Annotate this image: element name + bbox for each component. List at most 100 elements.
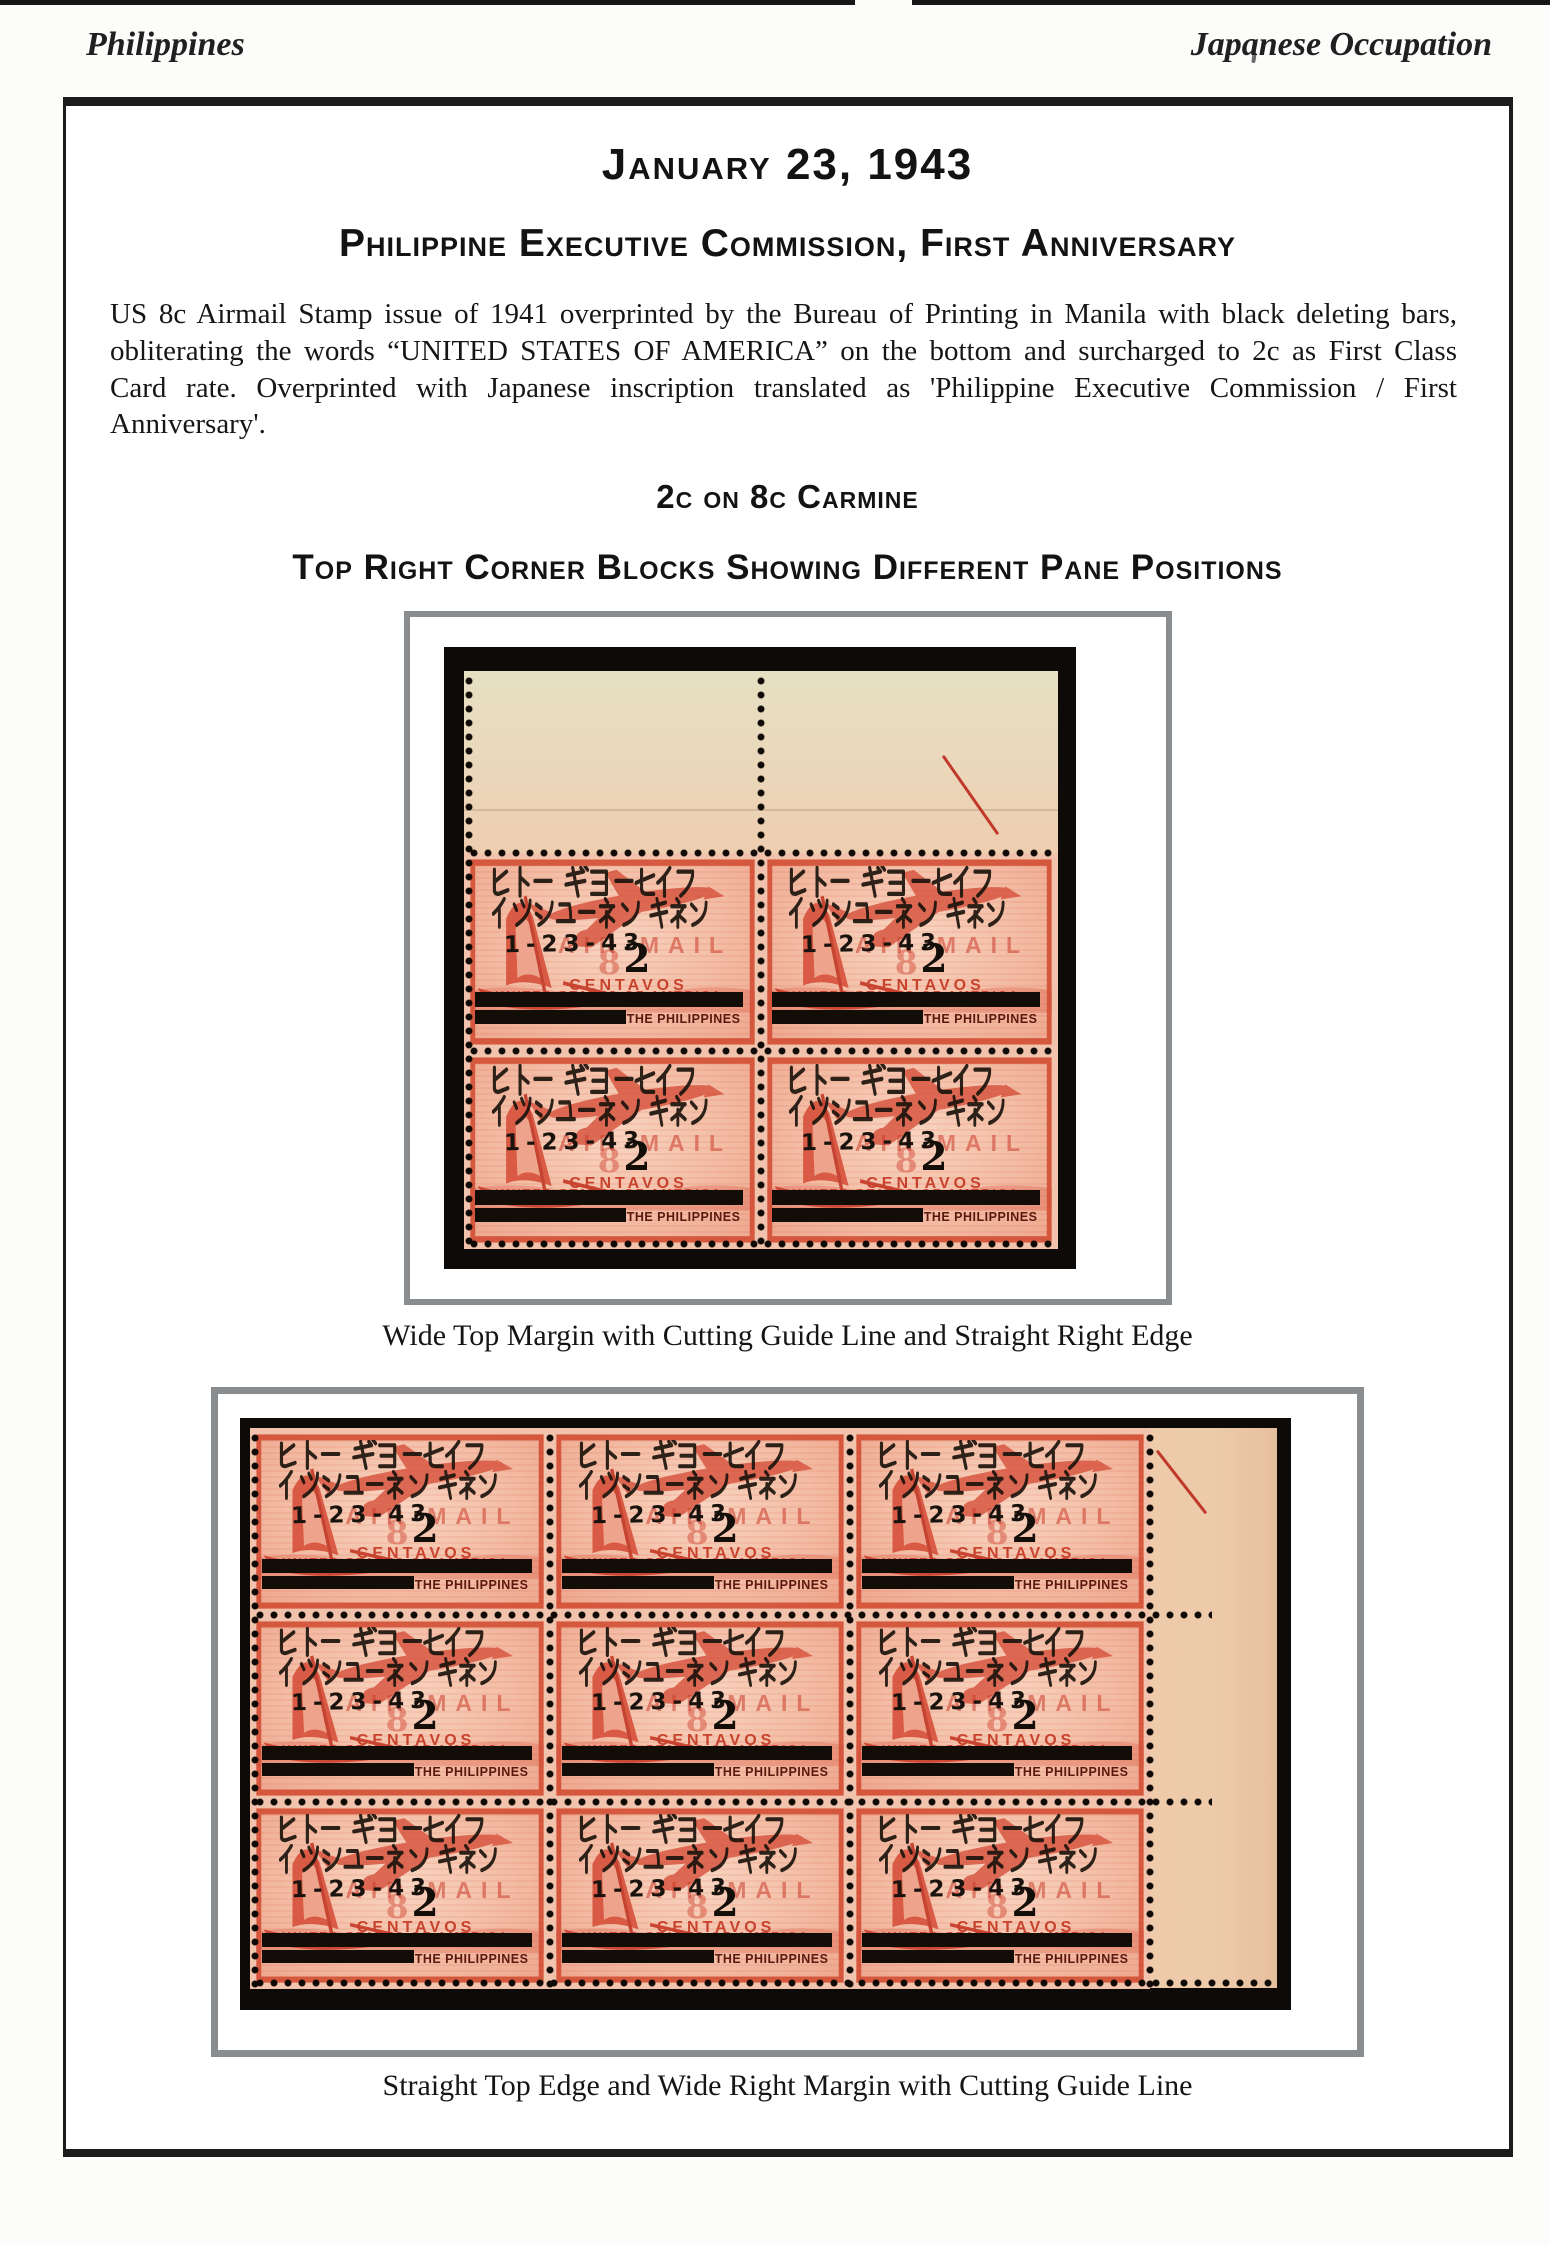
surcharge-numeral: 2: [411, 1693, 439, 1740]
original-denomination: 8: [894, 943, 918, 982]
black-deleting-bar-top: [475, 992, 744, 1008]
original-denomination: 8: [597, 943, 621, 982]
japanese-overprint-line1: [876, 1627, 1083, 1659]
page-title: January 23, 1943: [601, 140, 974, 189]
figure-block-of-four: AIR MAIL 1-23-43 8 2 CENTAVOS UNITED STA…: [403, 611, 1172, 1306]
page-header: Philippines Japanese Occupation: [86, 26, 1492, 64]
original-denomination: 8: [985, 1700, 1009, 1740]
black-deleting-bar-bottom: [772, 1009, 924, 1024]
stamp-design: AIR MAIL 1-23-43 8 2 CENTAVOS UNITED STA…: [469, 1057, 755, 1244]
airmail-label: AIR MAIL: [345, 1876, 520, 1903]
japanese-overprint-line2: [789, 897, 1006, 930]
japanese-overprint-line2: [492, 897, 709, 930]
stamp: AIR MAIL 1-23-43 8 2 CENTAVOS UNITED STA…: [550, 1615, 850, 1803]
airmail-label: AIR MAIL: [945, 1689, 1120, 1716]
figure-block-of-nine: AIR MAIL 1-23-43 8 2 CENTAVOS UNITED STA…: [211, 1387, 1364, 2058]
page-subtitle: Philippine Executive Commission, First A…: [339, 222, 1236, 265]
airmail-label: AIR MAIL: [945, 1876, 1120, 1903]
original-denomination: 8: [685, 1513, 709, 1553]
black-deleting-bar-top: [561, 1933, 833, 1948]
surcharge-numeral: 2: [411, 1506, 439, 1553]
centavos-label: CENTAVOS: [656, 1732, 776, 1750]
centavos-label: CENTAVOS: [356, 1732, 476, 1750]
exhibit-frame-box: January 23, 1943 Philippine Executive Co…: [63, 97, 1513, 2157]
stamp-design: AIR MAIL 1-23-43 8 2 CENTAVOS UNITED STA…: [556, 1434, 844, 1610]
japanese-overprint-line2: [279, 1657, 498, 1689]
figure2-caption: Straight Top Edge and Wide Right Margin …: [382, 2069, 1193, 2103]
stamp: AIR MAIL 1-23-43 8 2 CENTAVOS UNITED STA…: [250, 1802, 550, 1990]
original-denomination: 8: [985, 1887, 1009, 1927]
japanese-overprint-line1: [276, 1814, 483, 1846]
stamp-design: AIR MAIL 1-23-43 8 2 CENTAVOS UNITED STA…: [766, 1057, 1052, 1244]
stamp-grid-2x2: AIR MAIL 1-23-43 8 2 CENTAVOS UNITED STA…: [463, 853, 1058, 1250]
japanese-overprint-line1: [876, 1814, 1083, 1846]
black-mount-pane: AIR MAIL 1-23-43 8 2 CENTAVOS UNITED STA…: [240, 1418, 1291, 2011]
japanese-overprint-line1: [576, 1814, 783, 1846]
surcharge-numeral: 2: [1011, 1506, 1039, 1553]
stamp-design: AIR MAIL 1-23-43 8 2 CENTAVOS UNITED STA…: [256, 1808, 544, 1984]
black-deleting-bar-top: [861, 1559, 1133, 1574]
stamp: AIR MAIL 1-23-43 8 2 CENTAVOS UNITED STA…: [250, 1615, 550, 1803]
black-deleting-bar-top: [475, 1190, 744, 1206]
japanese-overprint-line2: [789, 1095, 1006, 1128]
stamp-design: AIR MAIL 1-23-43 8 2 CENTAVOS UNITED STA…: [856, 1434, 1144, 1610]
original-denomination: 8: [597, 1141, 621, 1180]
japanese-overprint-line2: [279, 1470, 498, 1502]
black-deleting-bar-bottom: [861, 1950, 1015, 1964]
black-deleting-bar-bottom: [561, 1576, 715, 1590]
black-deleting-bar-bottom: [861, 1763, 1015, 1777]
original-denomination: 8: [985, 1513, 1009, 1553]
original-denomination: 8: [385, 1887, 409, 1927]
surcharge-numeral: 2: [623, 1133, 651, 1180]
stamp: AIR MAIL 1-23-43 8 2 CENTAVOS UNITED STA…: [760, 1051, 1058, 1250]
scan-edge-artifact: [0, 0, 855, 5]
original-denomination: 8: [894, 1141, 918, 1180]
japanese-overprint-line2: [279, 1844, 498, 1876]
centavos-label: CENTAVOS: [956, 1919, 1076, 1937]
stamp: AIR MAIL 1-23-43 8 2 CENTAVOS UNITED STA…: [550, 1802, 850, 1990]
stamp-sheet-corner-block: AIR MAIL 1-23-43 8 2 CENTAVOS UNITED STA…: [463, 671, 1058, 1250]
centavos-label: CENTAVOS: [356, 1545, 476, 1563]
japanese-overprint-line2: [879, 1470, 1098, 1502]
black-deleting-bar-bottom: [261, 1950, 415, 1964]
surcharge-numeral: 2: [711, 1693, 739, 1740]
japanese-overprint-line2: [579, 1657, 798, 1689]
japanese-overprint-line1: [876, 1440, 1083, 1472]
stamp: AIR MAIL 1-23-43 8 2 CENTAVOS UNITED STA…: [463, 1051, 761, 1250]
black-deleting-bar-top: [261, 1559, 533, 1574]
surcharge-numeral: 2: [920, 935, 948, 982]
black-deleting-bar-top: [772, 992, 1041, 1008]
japanese-overprint-line2: [492, 1095, 709, 1128]
original-denomination: 8: [385, 1513, 409, 1553]
black-deleting-bar-top: [561, 1559, 833, 1574]
stamp-grid-3x3: AIR MAIL 1-23-43 8 2 CENTAVOS UNITED STA…: [250, 1428, 1150, 1990]
stamp-sheet-corner-block: AIR MAIL 1-23-43 8 2 CENTAVOS UNITED STA…: [250, 1428, 1277, 1990]
airmail-label: AIR MAIL: [945, 1502, 1120, 1529]
airmail-label: AIR MAIL: [557, 1129, 733, 1156]
surcharge-numeral: 2: [623, 935, 651, 982]
stamp: AIR MAIL 1-23-43 8 2 CENTAVOS UNITED STA…: [850, 1802, 1150, 1990]
right-selvage-margin: [1150, 1428, 1277, 1989]
stamp: AIR MAIL 1-23-43 8 2 CENTAVOS UNITED STA…: [850, 1615, 1150, 1803]
black-deleting-bar-top: [261, 1933, 533, 1948]
centavos-label: CENTAVOS: [866, 977, 985, 995]
black-deleting-bar-bottom: [772, 1207, 924, 1222]
airmail-label: AIR MAIL: [854, 931, 1030, 958]
stamp-design: AIR MAIL 1-23-43 8 2 CENTAVOS UNITED STA…: [856, 1621, 1144, 1797]
stamp-design: AIR MAIL 1-23-43 8 2 CENTAVOS UNITED STA…: [766, 859, 1052, 1046]
cutting-guide-line: [941, 755, 999, 836]
original-denomination: 8: [685, 1700, 709, 1740]
surcharge-numeral: 2: [711, 1880, 739, 1927]
selvage-crease: [463, 809, 1058, 812]
centavos-label: CENTAVOS: [656, 1545, 776, 1563]
header-country-label: Philippines: [86, 26, 245, 63]
centavos-label: CENTAVOS: [956, 1545, 1076, 1563]
figure1-caption: Wide Top Margin with Cutting Guide Line …: [382, 1319, 1193, 1353]
black-deleting-bar-bottom: [561, 1950, 715, 1964]
airmail-label: AIR MAIL: [345, 1502, 520, 1529]
japanese-overprint-line2: [879, 1844, 1098, 1876]
stamp-design: AIR MAIL 1-23-43 8 2 CENTAVOS UNITED STA…: [856, 1808, 1144, 1984]
airmail-label: AIR MAIL: [345, 1689, 520, 1716]
surcharge-numeral: 2: [411, 1880, 439, 1927]
centavos-label: CENTAVOS: [956, 1732, 1076, 1750]
